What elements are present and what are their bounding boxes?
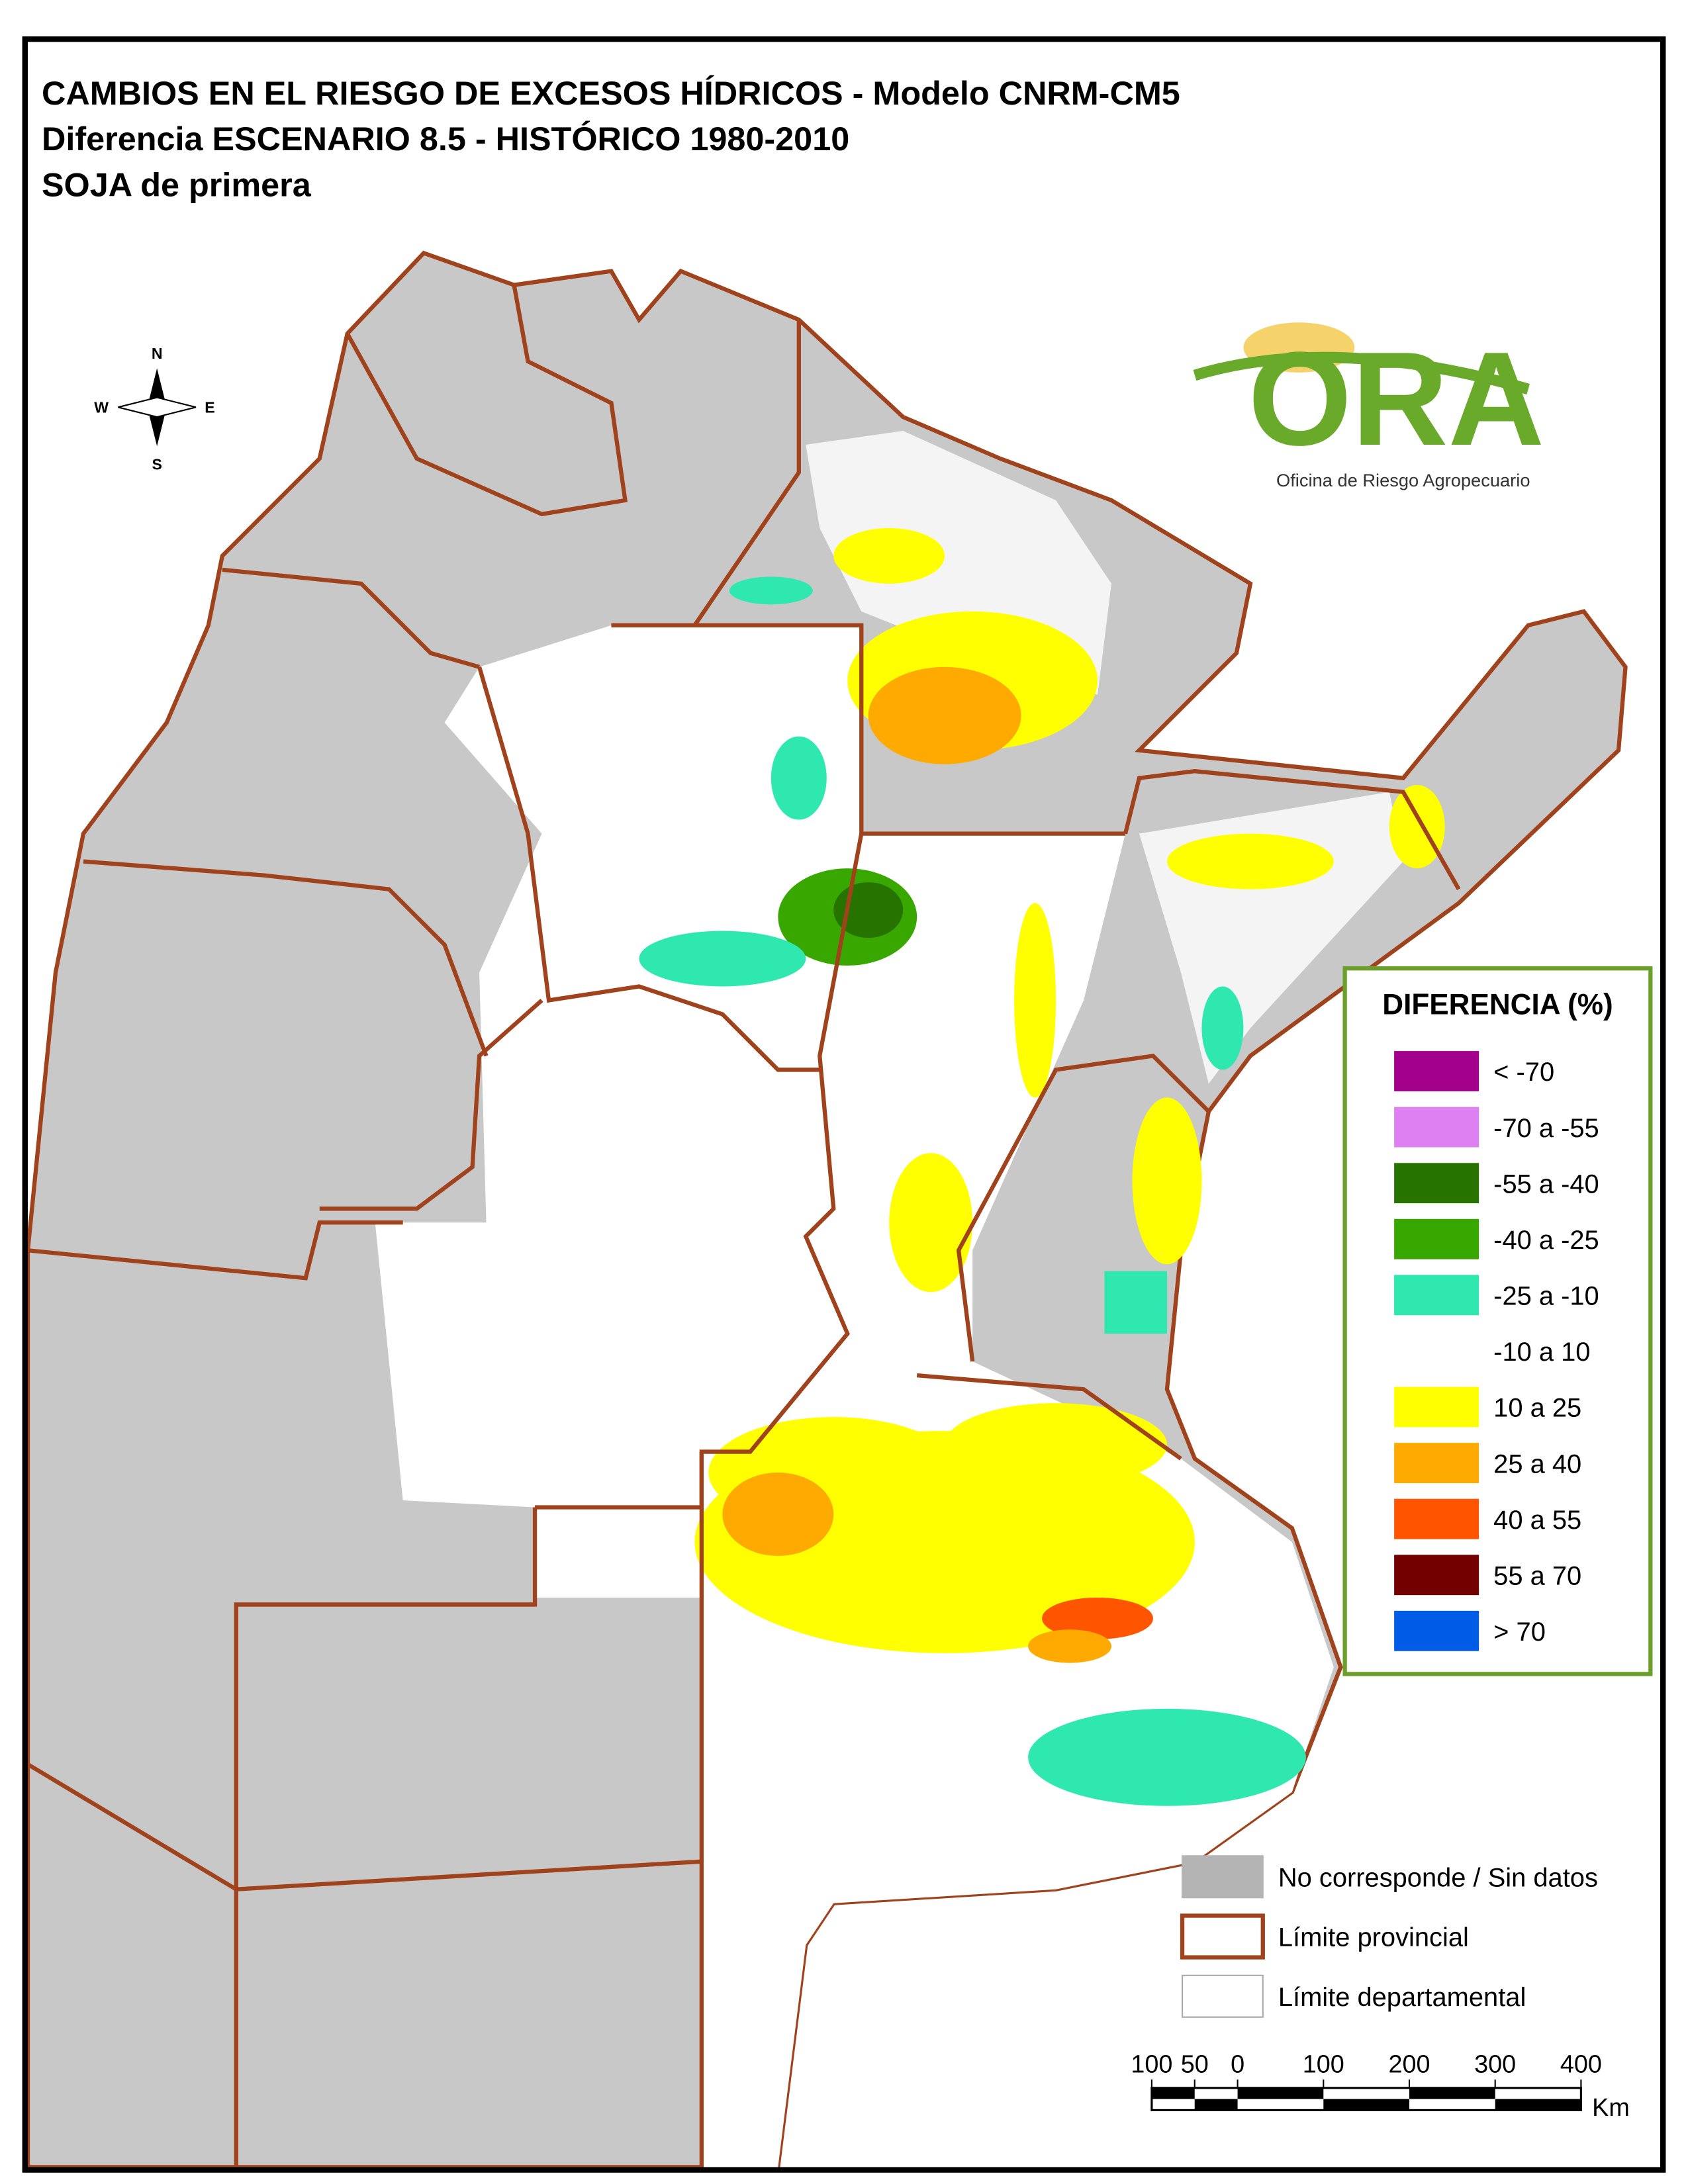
legend-label: -25 a -10 [1493,1282,1599,1311]
legend: DIFERENCIA (%) < -70 -70 a -55 -55 a -40 -4… [1342,966,1653,1676]
province-limit [83,859,489,1057]
risk-areas [639,527,1445,1806]
logo: ORA Oficina de Riesgo Agropecuario [1193,322,1544,490]
area-minus-25-10 [1028,1708,1306,1806]
map-body [25,250,1628,2169]
legend-label: < -70 [1493,1058,1554,1087]
legend-swatch [1394,1498,1479,1539]
scale-label: 400 [1560,2051,1602,2079]
reference-label: Límite departamental [1278,1983,1526,2012]
province-limit [27,1220,403,1281]
reference-legend: No corresponde / Sin datos Límite provinc… [1180,1855,1598,2018]
reference-label: Límite provincial [1278,1923,1469,1952]
province-limit [222,567,480,669]
compass-label: W [94,399,109,416]
compass-label: N [152,345,163,362]
legend-swatch [1394,1555,1479,1596]
province-limit [345,285,628,517]
area-40-55 [1042,1597,1153,1639]
area-10-25 [1132,1097,1202,1265]
area-10-25 [1166,833,1334,889]
reference-label: No corresponde / Sin datos [1278,1863,1598,1892]
legend-swatch [1394,1275,1479,1316]
legend-label: -10 a 10 [1493,1338,1590,1367]
area-25-40 [722,1473,834,1556]
province-limit [916,1373,1182,1461]
scale-label: 100 [1131,2051,1172,2079]
scale-label: 200 [1388,2051,1430,2079]
area-25-40 [1028,1629,1112,1663]
area-25-40 [868,666,1021,764]
legend-swatch [1394,1163,1479,1204]
province-limit [234,1507,538,2167]
legend-label: 10 a 25 [1493,1394,1581,1423]
compass-label: E [205,399,214,416]
province-limit [319,999,543,1211]
legend-label: -55 a -40 [1493,1169,1599,1199]
logo-subtitle: Oficina de Riesgo Agropecuario [1276,470,1530,490]
scale-segment [1409,2087,1495,2099]
legend-swatch [1394,1218,1479,1259]
scale-segment [1194,2099,1238,2111]
legend-label: -70 a -55 [1493,1114,1599,1143]
province-limit [1123,769,1461,891]
area-10-25 [833,527,945,584]
legend-swatch [1394,1443,1479,1484]
logo-name: ORA [1248,324,1544,473]
area-minus-25-10 [1104,1271,1167,1334]
province-limit [611,623,1125,836]
title-line: SOJA de primera [42,165,312,203]
scale-label: 300 [1474,2051,1516,2079]
legend-swatch [1394,1107,1479,1148]
title-line: Diferencia ESCENARIO 8.5 - HISTÓRICO 198… [42,120,849,158]
province-limit [699,833,864,2167]
area-minus-25-10 [1201,986,1244,1070]
logo-swoosh [1193,351,1530,395]
area-minus-25-10 [729,576,813,605]
scale-label: 0 [1231,2051,1244,2079]
legend-swatch [1394,1051,1479,1091]
area-10-25 [889,1153,973,1293]
legend-label: > 70 [1493,1617,1546,1647]
area-10-25 [1014,903,1056,1098]
compass-label: S [152,456,162,473]
legend-swatch [1394,1610,1479,1651]
province-limit [477,666,820,1072]
area-minus-25-10 [639,931,806,987]
title-line: CAMBIOS EN EL RIESGO DE EXCESOS HÍDRICOS… [42,74,1180,112]
reference-swatch [1180,1913,1265,1960]
reference-swatch [1182,1855,1264,1899]
scale-bar: 100 50 0 100 200 300 400 Km [1131,2051,1629,2122]
scale-label: 100 [1303,2051,1344,2079]
frame [22,36,1666,2173]
scale-segment [1237,2087,1324,2099]
area-10-25 [1389,785,1445,869]
legend-title: DIFERENCIA (%) [1382,988,1613,1021]
legend-label: 25 a 40 [1493,1449,1581,1479]
reference-swatch [1182,1974,1264,2018]
scale-label: 50 [1181,2051,1209,2079]
province-limit [26,1762,702,1891]
legend-swatch [1395,1332,1479,1371]
area-minus-25-10 [771,736,827,820]
legend-label: 40 a 55 [1493,1506,1581,1535]
compass-star [118,396,197,418]
scale-unit: Km [1592,2094,1630,2122]
legend-swatch [1394,1387,1479,1428]
scale-segment [1323,2099,1409,2111]
legend-label: -40 a -25 [1493,1226,1599,1255]
area-10-25 [945,1403,1167,1487]
province-limit [692,320,801,627]
province-limit [535,1451,704,1510]
province-limit [956,1054,1211,1362]
scale-segment [1495,2099,1581,2111]
province-limits [26,285,1461,2167]
legend-label: 55 a 70 [1493,1561,1581,1590]
scale-segment [1151,2087,1195,2099]
